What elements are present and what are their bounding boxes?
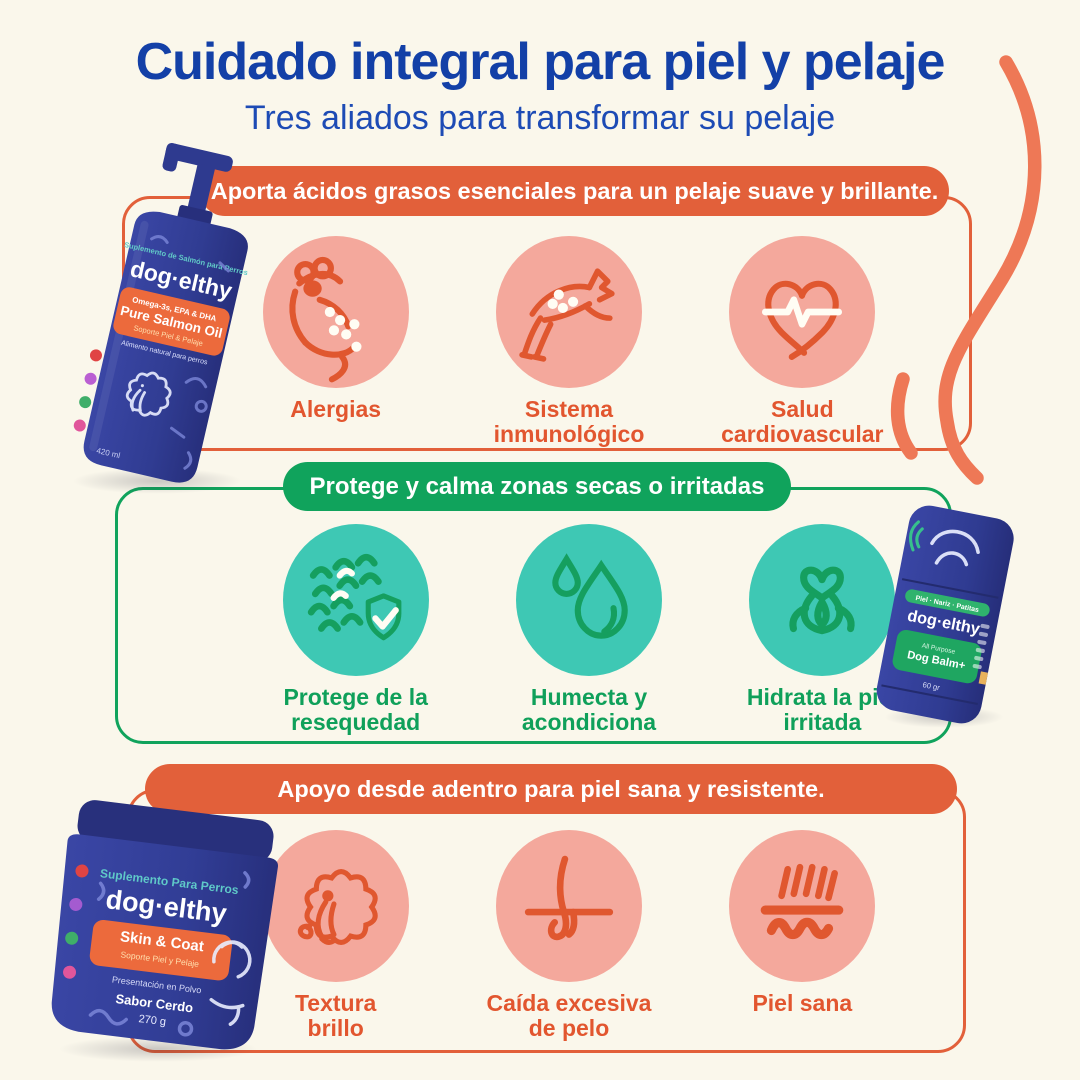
balm-green-marks [908,520,924,552]
bottle-badge [113,287,230,356]
fur-shield-icon [307,553,402,641]
poodle-line-art [125,371,172,417]
benefit-item: Piel sana [686,830,919,1042]
benefit-item: Sistema inmunológico [452,236,685,448]
jumping-dog-icon [519,268,615,362]
hair-follicle-icon [524,855,614,941]
product-skin-coat-jar: Suplemento Para Perros dog·elthy Skin & … [35,797,285,1059]
benefit-label: Protege de la resequedad [283,684,428,736]
section-banner: Aporta ácidos grasos esenciales para un … [200,166,949,216]
page-title: Cuidado integral para piel y pelaje [135,33,946,91]
jar-dog-line-art [209,940,252,1026]
benefit-label: Caída excesiva de pelo [486,990,652,1042]
heart-pulse-icon [762,280,843,360]
product-salmon-oil-bottle: Suplemento de Salmón para Perros dog·elt… [60,126,275,494]
benefit-item: Alergias [219,236,452,448]
benefit-icon-bubble [282,524,429,676]
bottle-feature-dots [73,349,102,432]
benefit-item: Textura brillo [219,830,452,1042]
product-dog-balm-stick: Piel · Nariz · Patitas dog·elthy All Pur… [872,498,1017,738]
benefit-icon-bubble [262,830,409,982]
balm-size: 60 gr [922,680,941,692]
benefit-item: Hidrata la piel irritada [706,524,939,736]
benefit-item: Salud cardiovascular [686,236,919,448]
benefit-label: Piel sana [752,990,853,1016]
benefit-item: Protege de la resequedad [239,524,472,736]
benefit-row: Textura brillo Caída excesiva de pelo Pi… [219,830,919,1042]
benefit-label: Alergias [290,396,382,422]
benefit-item: Humecta y acondiciona [472,524,705,736]
page-subtitle: Tres aliados para transformar su pelaje [244,99,836,137]
benefit-row: Protege de la resequedad Humecta y acond… [239,524,939,736]
benefit-icon-bubble [495,236,642,388]
jar-badge [89,919,233,981]
benefit-icon-bubble [515,524,662,676]
benefit-icon-bubble [729,236,876,388]
benefit-icon-bubble [749,524,896,676]
section-banner: Protege y calma zonas secas o irritadas [283,462,791,511]
poodle-coat-icon [297,869,378,945]
bottle-squiggles [150,235,230,470]
benefit-icon-bubble [262,236,409,388]
soothed-dog-icon [789,566,855,635]
benefit-icon-bubble [495,830,642,982]
benefit-icon-bubble [729,830,876,982]
water-drops-icon [552,553,628,639]
benefit-label: Salud cardiovascular [721,396,884,448]
benefit-label: Textura brillo [294,990,377,1042]
benefit-row: Alergias Sistema inmunológico Salud card… [219,236,919,448]
balm-dog-line-art [930,529,980,567]
balm-side-tab [978,671,988,685]
benefit-item: Caída excesiva de pelo [452,830,685,1042]
balm-badge [892,629,982,684]
jar-feature-dots [63,864,89,979]
benefit-label: Hidrata la piel irritada [746,684,898,736]
benefit-label: Sistema inmunológico [493,396,645,448]
balm-supplement-facts-marks [972,623,990,670]
bottle-body [83,211,248,483]
balm-tagline-pill [905,589,990,617]
scratching-dog-icon [289,256,362,383]
healthy-skin-icon [761,863,844,940]
section-banner: Apoyo desde adentro para piel sana y res… [145,764,957,814]
jar-squiggles [88,871,251,1037]
jar-size: 270 g [138,1013,167,1028]
jar-lid [77,800,274,863]
benefit-label: Humecta y acondiciona [521,684,657,736]
